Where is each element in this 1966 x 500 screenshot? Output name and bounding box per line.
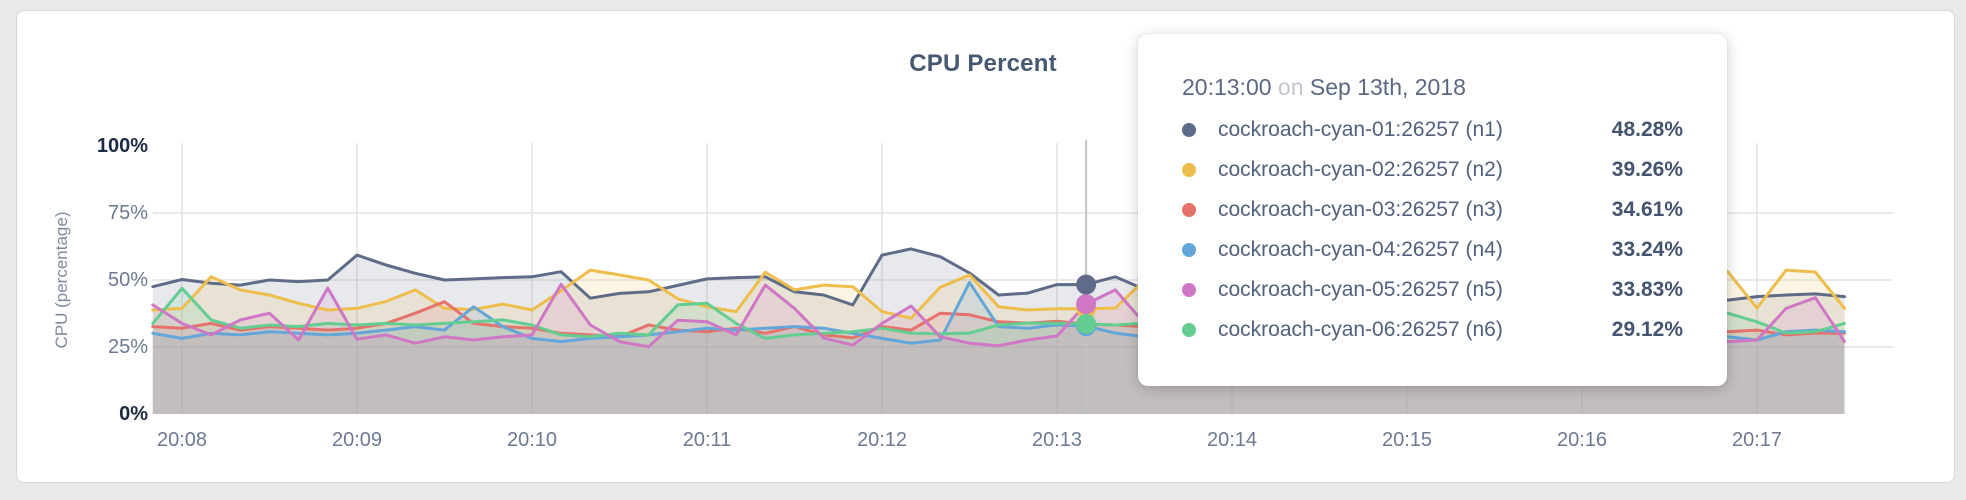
tooltip-series-value: 39.26% xyxy=(1611,158,1683,181)
tooltip-row: cockroach-cyan-03:26257 (n3) 34.61% xyxy=(1182,190,1683,230)
tooltip-time: 20:13:00 xyxy=(1182,74,1272,100)
tooltip-series-value: 33.24% xyxy=(1611,238,1683,261)
series-color-dot-icon xyxy=(1182,123,1196,137)
tooltip-series-name: cockroach-cyan-04:26257 (n4) xyxy=(1218,238,1503,261)
y-tick-label: 50% xyxy=(107,269,148,291)
tooltip-date: Sep 13th, 2018 xyxy=(1309,74,1466,100)
x-tick-label: 20:10 xyxy=(506,429,558,451)
series-color-dot-icon xyxy=(1182,243,1196,257)
tooltip-series-name: cockroach-cyan-02:26257 (n2) xyxy=(1218,158,1503,181)
y-tick-label: 25% xyxy=(107,336,148,358)
x-tick-label: 20:11 xyxy=(682,429,732,451)
tooltip-row: cockroach-cyan-01:26257 (n1) 48.28% xyxy=(1182,110,1683,150)
tooltip-series-value: 48.28% xyxy=(1611,118,1683,141)
y-tick-label: 0% xyxy=(119,403,148,425)
x-tick-label: 20:08 xyxy=(156,429,208,451)
x-tick-label: 20:14 xyxy=(1206,429,1258,451)
series-color-dot-icon xyxy=(1182,283,1196,297)
x-tick-label: 20:17 xyxy=(1731,429,1783,451)
tooltip-series-name: cockroach-cyan-01:26257 (n1) xyxy=(1218,118,1503,141)
tooltip-row: cockroach-cyan-06:26257 (n6) 29.12% xyxy=(1182,310,1683,350)
tooltip-series-name: cockroach-cyan-06:26257 (n6) xyxy=(1218,318,1503,341)
tooltip-conjunction: on xyxy=(1277,74,1304,100)
x-tick-label: 20:13 xyxy=(1031,429,1083,451)
tooltip-rows: cockroach-cyan-01:26257 (n1) 48.28% cockro… xyxy=(1182,110,1683,350)
x-tick-label: 20:15 xyxy=(1381,429,1433,451)
y-tick-label: 75% xyxy=(107,202,148,224)
x-tick-label: 20:12 xyxy=(856,429,908,451)
tooltip-series-value: 33.83% xyxy=(1611,278,1683,301)
tooltip-row: cockroach-cyan-02:26257 (n2) 39.26% xyxy=(1182,150,1683,190)
tooltip-row: cockroach-cyan-04:26257 (n4) 33.24% xyxy=(1182,230,1683,270)
tooltip-timestamp: 20:13:00 on Sep 13th, 2018 xyxy=(1182,72,1683,102)
series-color-dot-icon xyxy=(1182,163,1196,177)
series-color-dot-icon xyxy=(1182,203,1196,217)
hover-dot-n1 xyxy=(1076,274,1097,295)
tooltip-series-name: cockroach-cyan-03:26257 (n3) xyxy=(1218,198,1503,221)
tooltip-series-name: cockroach-cyan-05:26257 (n5) xyxy=(1218,278,1503,301)
hover-tooltip: 20:13:00 on Sep 13th, 2018 cockroach-cya… xyxy=(1138,34,1727,386)
y-tick-label: 100% xyxy=(96,135,148,157)
x-tick-label: 20:09 xyxy=(331,429,383,451)
hover-dot-n5 xyxy=(1076,313,1097,334)
tooltip-row: cockroach-cyan-05:26257 (n5) 33.83% xyxy=(1182,270,1683,310)
tooltip-series-value: 29.12% xyxy=(1611,318,1683,341)
tooltip-series-value: 34.61% xyxy=(1611,198,1683,221)
x-tick-label: 20:16 xyxy=(1556,429,1608,451)
chart-title: CPU Percent xyxy=(909,50,1057,77)
series-color-dot-icon xyxy=(1182,323,1196,337)
hover-dot-n6 xyxy=(1076,294,1097,315)
